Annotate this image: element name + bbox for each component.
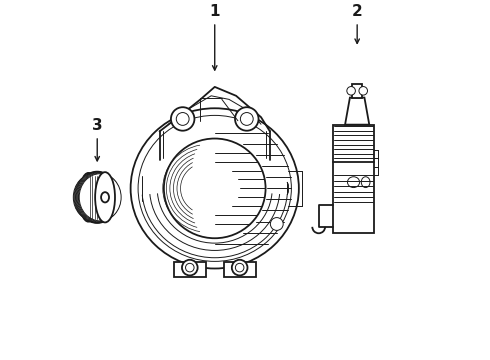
Polygon shape (333, 125, 374, 233)
Ellipse shape (347, 177, 360, 188)
Circle shape (176, 113, 189, 125)
Circle shape (182, 260, 197, 275)
Ellipse shape (75, 172, 118, 222)
Ellipse shape (76, 172, 118, 223)
Ellipse shape (77, 172, 119, 222)
Ellipse shape (74, 174, 115, 221)
Circle shape (359, 86, 368, 95)
Polygon shape (345, 98, 369, 125)
Ellipse shape (79, 173, 98, 222)
Circle shape (241, 113, 253, 125)
Circle shape (232, 260, 247, 275)
Polygon shape (223, 262, 256, 276)
Ellipse shape (75, 173, 117, 222)
Circle shape (270, 217, 283, 230)
Ellipse shape (78, 173, 120, 222)
Polygon shape (352, 84, 362, 98)
Text: 3: 3 (92, 118, 102, 161)
Ellipse shape (95, 172, 115, 222)
Circle shape (235, 107, 259, 131)
Ellipse shape (138, 116, 292, 261)
Circle shape (347, 86, 355, 95)
Text: 1: 1 (210, 4, 220, 70)
Circle shape (235, 264, 244, 272)
Ellipse shape (79, 174, 121, 221)
Circle shape (171, 107, 195, 131)
Polygon shape (174, 262, 206, 276)
Ellipse shape (74, 173, 116, 221)
Circle shape (186, 264, 194, 272)
Ellipse shape (131, 108, 299, 269)
Ellipse shape (164, 139, 266, 238)
Ellipse shape (101, 192, 109, 202)
Ellipse shape (78, 173, 121, 221)
Ellipse shape (361, 177, 370, 188)
Text: 2: 2 (352, 4, 363, 44)
